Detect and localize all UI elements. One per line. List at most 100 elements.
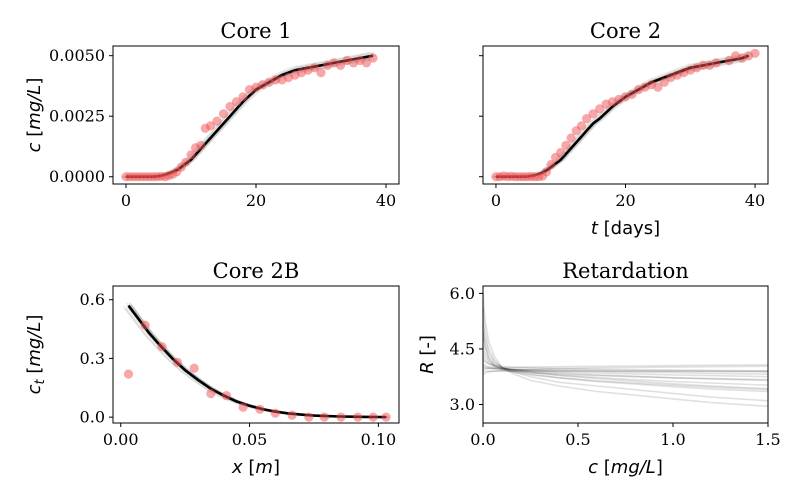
x-tick-label: 1.5 — [755, 430, 780, 449]
y-tick-label: 4.5 — [450, 339, 475, 358]
panel-title: Core 2B — [213, 259, 300, 283]
observed-point — [698, 60, 708, 70]
observed-point — [541, 167, 552, 177]
series-line — [483, 363, 768, 375]
ensemble-line — [129, 54, 377, 178]
series-line — [483, 333, 768, 386]
observed-point — [172, 357, 182, 367]
observed-point — [157, 342, 167, 352]
y-tick-label: 0.6 — [80, 290, 105, 309]
x-tick-label: 40 — [745, 191, 765, 210]
observed-point — [556, 147, 566, 158]
series-line — [483, 359, 768, 372]
x-tick-label: 0 — [121, 191, 131, 210]
ensemble-line — [127, 52, 375, 178]
ensemble-line — [496, 51, 750, 178]
ensemble-line — [126, 51, 375, 178]
ensemble-line — [127, 304, 387, 419]
x-tick-label: 20 — [615, 191, 635, 210]
plot-area — [122, 302, 391, 422]
panel-3: 0.00 0.05 0.10 0.0 0.3 0.6 Core 2B x [m] ct [mg/… — [24, 259, 400, 478]
y-tick-label: 0.3 — [80, 349, 105, 368]
panel-title: Retardation — [562, 259, 689, 283]
ensemble-line — [128, 54, 376, 178]
ensemble-line — [496, 54, 749, 178]
x-axis-label: c [mg/L] — [588, 457, 663, 478]
observed-point — [189, 363, 199, 373]
observed-point — [561, 140, 571, 150]
observed-point — [381, 412, 391, 422]
ensemble-line — [126, 306, 386, 419]
observed-point — [653, 82, 663, 92]
ensemble-line — [121, 55, 369, 178]
series-line — [483, 352, 768, 390]
panel-4: 0.0 0.5 1.0 1.5 3.0 4.5 6.0 Retardation c [mg/L]… — [417, 259, 781, 478]
x-axis-label: x [m] — [231, 457, 280, 478]
ensemble-line — [497, 52, 751, 178]
ensemble-line — [127, 304, 387, 419]
ensemble-line — [498, 54, 752, 178]
panel-2: 0 20 40 Core 2 t [days] — [479, 19, 769, 239]
observed-point — [353, 412, 363, 422]
observed-point — [368, 53, 378, 63]
panel-1: 0 20 40 0.0000 0.0025 0.0050 Core 1 c [mg/L] — [24, 19, 400, 210]
x-tick-label: 0 — [491, 191, 501, 210]
y-axis-label: c [mg/L] — [24, 78, 45, 153]
ensemble-line — [126, 54, 374, 178]
ensemble-line — [495, 55, 749, 178]
panel-title: Core 2 — [590, 19, 661, 43]
observed-point — [711, 58, 721, 68]
observed-point — [724, 55, 734, 66]
observed-point — [231, 97, 242, 107]
plot-area — [121, 51, 378, 182]
axes-frame — [112, 45, 400, 185]
observed-point — [582, 114, 592, 124]
x-tick-label: 0.0 — [470, 430, 495, 449]
ensemble-line — [128, 305, 387, 419]
observed-point — [186, 150, 196, 160]
observed-point — [225, 101, 235, 112]
x-axis-label: t [days] — [591, 218, 660, 239]
ensemble-line — [496, 54, 750, 178]
observed-point — [627, 89, 637, 99]
observed-point — [287, 410, 297, 420]
series-line — [483, 345, 768, 382]
ensemble-line — [125, 55, 373, 178]
svg-text:R [-]: R [-] — [417, 335, 438, 374]
x-tick-label: 1.0 — [660, 430, 685, 449]
ensemble-line — [125, 56, 373, 178]
observed-point — [566, 133, 576, 143]
panel-title: Core 1 — [220, 19, 291, 43]
observed-point — [588, 109, 598, 119]
ensemble-line — [495, 56, 748, 178]
fit-line — [126, 54, 374, 178]
ensemble-line — [126, 54, 374, 178]
ensemble-line — [128, 57, 376, 178]
observed-point — [238, 92, 248, 102]
y-tick-label: 0.0050 — [49, 46, 105, 65]
ensemble-line — [496, 54, 750, 178]
axes-frame — [482, 45, 769, 185]
observed-point — [206, 389, 216, 399]
observed-point — [181, 157, 191, 167]
ensemble-line — [491, 55, 745, 178]
ensemble-line — [127, 306, 386, 419]
ensemble-line — [123, 51, 371, 178]
series-line — [483, 293, 768, 408]
ensemble-line — [126, 55, 374, 178]
series-line — [483, 364, 768, 371]
observed-point — [212, 116, 222, 126]
observed-point — [270, 408, 280, 418]
x-tick-label: 0.00 — [103, 430, 139, 449]
ensemble-line — [496, 55, 750, 178]
observed-point — [319, 412, 329, 422]
observed-point — [309, 63, 320, 73]
y-axis-label: R [-] — [417, 335, 438, 374]
observed-point — [255, 404, 265, 414]
observed-point — [221, 391, 231, 401]
ensemble-line — [122, 305, 382, 419]
x-tick-label: 20 — [246, 191, 266, 210]
observed-point — [361, 58, 372, 68]
y-tick-label: 0.0000 — [49, 167, 105, 186]
